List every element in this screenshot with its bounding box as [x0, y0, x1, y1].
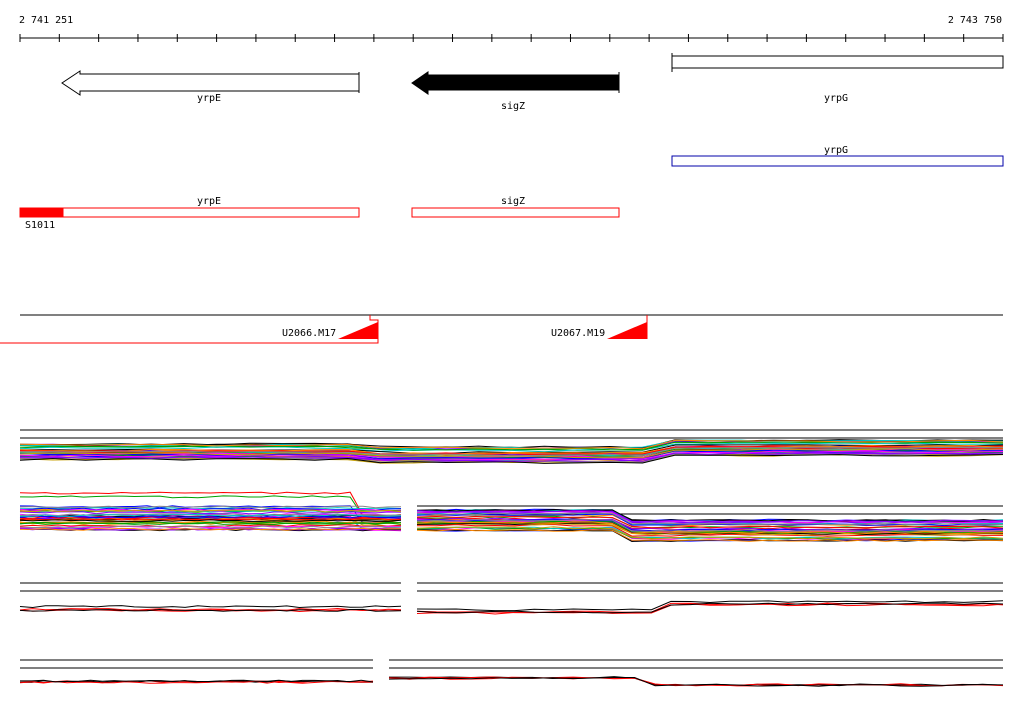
expression-trace [19, 522, 402, 526]
expression-trace [19, 442, 1004, 453]
expression-trace [416, 602, 1004, 614]
oligo-triangle-U2066 [338, 322, 378, 339]
blue-annotation-track: yrpG [671, 145, 1004, 167]
expression-trace [416, 523, 1003, 537]
red-annotation-label-yrpE: yrpE [197, 196, 221, 207]
expression-trace [19, 607, 402, 611]
expression-trace [19, 524, 402, 528]
expression-panel-4-right [388, 659, 1004, 687]
feature-block-S1011[interactable] [19, 207, 64, 218]
expression-trace [388, 677, 1004, 687]
gene-label-yrpG: yrpG [824, 93, 848, 104]
blue-annotation-box[interactable] [671, 155, 1004, 167]
ruler-ticks [19, 34, 1004, 42]
expression-panel-2-right [416, 505, 1004, 543]
oligo-triangle-U2067 [607, 322, 647, 339]
expression-panel-1 [19, 429, 1004, 464]
oligo-track: U2066.M17 U2067.M19 [0, 314, 1003, 344]
expression-trace [19, 450, 1004, 461]
red-annotation-label-sigZ: sigZ [501, 196, 525, 207]
expression-profiles [19, 429, 1004, 687]
expression-trace [19, 507, 402, 511]
expression-panel-2-left [19, 491, 402, 532]
expression-trace [19, 605, 402, 609]
expression-trace [20, 446, 1004, 457]
gene-label-sigZ: sigZ [501, 101, 525, 112]
red-annotation-box-yrpE[interactable] [19, 207, 360, 218]
expression-panel-4-left [19, 659, 374, 684]
expression-trace [416, 528, 1004, 542]
expression-trace [19, 505, 402, 509]
expression-trace [19, 608, 402, 612]
expression-trace [416, 526, 1004, 540]
expression-trace [19, 519, 402, 522]
expression-trace [416, 510, 1004, 523]
coordinate-ruler: 2 741 251 2 743 750 [19, 15, 1004, 42]
expression-trace [19, 451, 1004, 462]
blue-annotation-label: yrpG [824, 145, 848, 156]
expression-trace [19, 680, 373, 684]
gene-track: yrpE sigZ yrpG [61, 53, 1004, 112]
gene-box-yrpG[interactable] [671, 55, 1004, 69]
gene-label-yrpE: yrpE [197, 93, 221, 104]
expression-trace [416, 515, 1004, 529]
ruler-end-label: 2 743 750 [948, 15, 1002, 26]
gene-arrow-yrpE[interactable] [61, 70, 360, 96]
expression-panel-3-left [19, 582, 402, 613]
expression-trace [19, 525, 402, 529]
expression-trace [416, 520, 1004, 534]
expression-panel-3-right [416, 582, 1004, 615]
expression-trace [19, 509, 402, 513]
oligo-label-U2066: U2066.M17 [282, 328, 336, 339]
oligo-label-U2067: U2067.M19 [551, 328, 605, 339]
expression-trace [19, 491, 402, 517]
expression-trace [19, 445, 1004, 456]
expression-trace [19, 439, 1004, 450]
expression-trace [19, 495, 402, 518]
expression-trace [20, 679, 374, 683]
expression-trace [19, 513, 402, 517]
expression-trace [19, 515, 402, 519]
ruler-start-label: 2 741 251 [19, 15, 73, 26]
expression-trace [19, 527, 402, 531]
red-annotation-box-sigZ[interactable] [411, 207, 620, 218]
expression-trace [19, 527, 402, 531]
expression-trace [19, 511, 402, 515]
expression-trace [416, 518, 1004, 533]
red-annotation-track: yrpE S1011 sigZ [19, 196, 620, 231]
feature-label-S1011: S1011 [25, 220, 55, 231]
expression-trace [416, 512, 1004, 526]
expression-trace [416, 521, 1004, 535]
oligo-marker-U2066[interactable] [0, 315, 379, 344]
expression-trace [19, 454, 1004, 464]
gene-arrow-sigZ[interactable] [411, 71, 620, 95]
